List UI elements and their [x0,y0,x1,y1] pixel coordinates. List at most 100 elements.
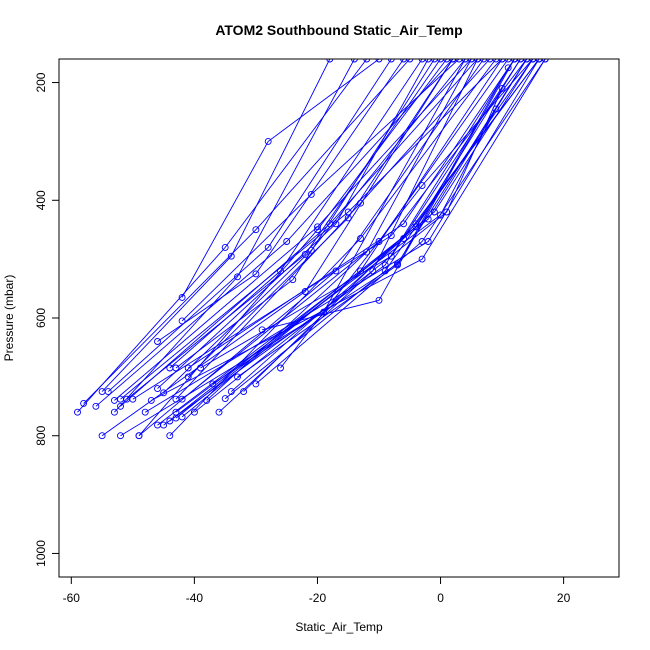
series-line-40 [206,59,472,401]
series-line-28 [101,59,454,437]
series-line-38 [157,59,429,389]
series-line-15 [181,59,380,298]
data-point [160,421,168,429]
data-point [326,59,334,63]
data-point [455,59,463,63]
series-line-6 [120,59,503,400]
data-point [418,255,426,263]
plot-area [74,59,549,440]
data-point [424,238,432,245]
series-line-2 [95,59,454,407]
data-point [498,59,506,63]
y-tick-label: 400 [34,190,48,210]
data-point [480,59,488,63]
data-point [424,59,432,63]
data-point [227,252,235,260]
series-line-45 [194,88,503,413]
data-point [74,408,81,416]
x-tick-label: 0 [437,591,444,605]
data-point [443,208,451,216]
series-line-9 [114,59,355,413]
data-point [517,59,524,63]
data-point [135,432,143,440]
data-point [129,395,137,403]
data-point [117,402,124,410]
data-point [147,396,155,404]
x-axis: -60 -40 -20 0 20 [63,576,571,605]
data-point [172,408,180,416]
data-point [252,380,260,388]
data-point [510,59,518,63]
series-line-4 [107,59,392,392]
data-point [215,408,223,416]
data-point [350,59,358,63]
data-point [104,388,112,396]
data-point [375,296,383,304]
series-line-11 [157,59,404,342]
series-line-42 [144,59,540,413]
series-line-26 [261,59,515,331]
data-point [375,59,383,63]
data-point [141,408,149,416]
data-point [98,432,106,440]
series-line-17 [175,59,491,400]
data-point [387,59,395,63]
series-line-21 [212,59,528,385]
data-point [252,226,260,234]
data-point [234,373,241,381]
data-point [301,288,309,295]
series-line-32 [169,59,497,437]
data-point [369,267,377,275]
data-point [252,270,260,278]
series-line-3 [101,59,331,392]
data-point [190,408,198,416]
series-line-44 [175,108,497,413]
data-point [240,388,248,396]
data-point [400,59,408,63]
series-line-34 [163,59,515,426]
data-point [184,373,192,381]
data-point [430,59,438,63]
data-point [166,432,174,440]
data-point [154,338,161,345]
data-point [449,59,457,63]
series-line-25 [255,59,546,385]
data-point [535,59,543,63]
data-point [314,226,321,234]
data-point [394,261,401,269]
data-point [344,214,352,222]
data-point [529,59,537,63]
data-point [443,59,451,63]
data-point [486,59,494,63]
data-point [221,243,229,251]
data-point [117,432,124,440]
data-point [492,59,500,63]
data-point [332,220,340,228]
data-point [357,267,364,275]
data-point [264,137,272,145]
series-line-0 [77,59,368,413]
data-point [307,190,315,198]
data-point [406,59,414,63]
data-point [166,417,174,425]
data-point [418,59,426,63]
data-point [541,59,549,63]
y-tick-label: 600 [34,308,48,328]
series-line-43 [151,59,546,401]
series-line-30 [138,59,484,437]
data-point [437,59,444,63]
data-point [381,261,389,269]
data-point [467,59,475,63]
data-point [80,399,88,407]
data-point [430,208,438,216]
plot-frame [58,58,620,578]
data-point [264,243,272,251]
data-point [289,276,297,284]
data-point [387,252,395,260]
x-tick-label: 20 [557,591,571,605]
data-point [474,59,481,63]
data-point [277,364,284,372]
data-point [375,238,383,245]
series-line-19 [187,59,515,369]
series-line-41 [218,59,478,413]
